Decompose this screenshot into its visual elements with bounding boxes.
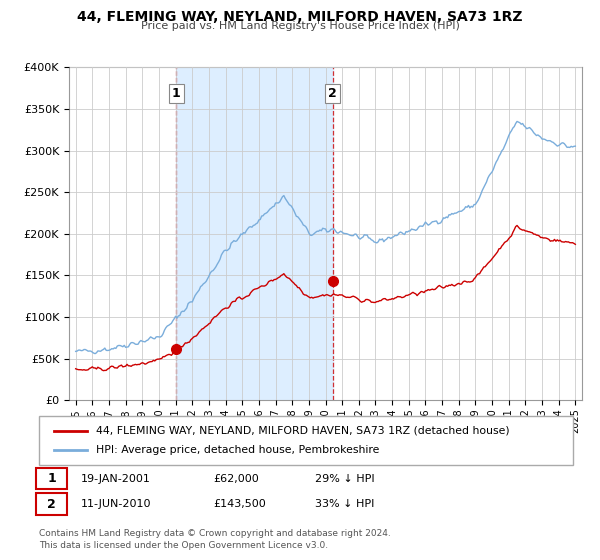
Text: 2: 2 [47, 497, 56, 511]
Text: 29% ↓ HPI: 29% ↓ HPI [315, 474, 374, 484]
Text: Contains HM Land Registry data © Crown copyright and database right 2024.
This d: Contains HM Land Registry data © Crown c… [39, 529, 391, 550]
Text: £143,500: £143,500 [213, 499, 266, 509]
Text: Price paid vs. HM Land Registry's House Price Index (HPI): Price paid vs. HM Land Registry's House … [140, 21, 460, 31]
Text: £62,000: £62,000 [213, 474, 259, 484]
Text: HPI: Average price, detached house, Pembrokeshire: HPI: Average price, detached house, Pemb… [96, 445, 379, 455]
Text: 1: 1 [172, 87, 181, 100]
Text: 44, FLEMING WAY, NEYLAND, MILFORD HAVEN, SA73 1RZ: 44, FLEMING WAY, NEYLAND, MILFORD HAVEN,… [77, 10, 523, 24]
Text: 11-JUN-2010: 11-JUN-2010 [81, 499, 151, 509]
Text: 44, FLEMING WAY, NEYLAND, MILFORD HAVEN, SA73 1RZ (detached house): 44, FLEMING WAY, NEYLAND, MILFORD HAVEN,… [96, 426, 509, 436]
Text: 33% ↓ HPI: 33% ↓ HPI [315, 499, 374, 509]
Text: 2: 2 [328, 87, 337, 100]
Text: 1: 1 [47, 472, 56, 486]
Bar [176, 67, 333, 400]
Text: 19-JAN-2001: 19-JAN-2001 [81, 474, 151, 484]
